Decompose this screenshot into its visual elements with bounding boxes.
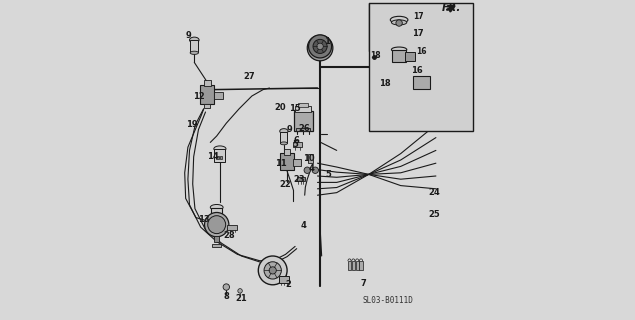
Ellipse shape <box>189 37 199 43</box>
Bar <box>413 76 431 89</box>
Bar <box>295 106 311 112</box>
Circle shape <box>307 35 333 61</box>
Bar <box>298 103 308 107</box>
Text: 21: 21 <box>236 294 247 303</box>
Bar <box>359 261 363 270</box>
Text: 28: 28 <box>224 231 236 240</box>
Text: 24: 24 <box>429 188 440 197</box>
Circle shape <box>238 289 243 293</box>
Bar <box>213 92 223 99</box>
Text: 18: 18 <box>370 51 381 60</box>
Text: SL03-B0111D: SL03-B0111D <box>363 296 413 305</box>
Bar <box>296 128 310 131</box>
Bar <box>369 3 472 131</box>
Circle shape <box>396 20 403 26</box>
Bar <box>215 149 225 162</box>
Ellipse shape <box>391 20 407 25</box>
Bar <box>190 40 199 52</box>
Text: 19: 19 <box>186 120 198 129</box>
Text: 5: 5 <box>326 170 331 179</box>
Text: 14: 14 <box>206 152 218 161</box>
Text: 10: 10 <box>303 154 314 163</box>
Bar <box>212 244 221 247</box>
Bar <box>348 261 351 270</box>
Text: 8: 8 <box>224 292 229 301</box>
Text: 4: 4 <box>309 164 314 172</box>
Bar <box>293 142 302 147</box>
Ellipse shape <box>190 51 199 54</box>
Text: 25: 25 <box>429 210 440 219</box>
Text: 17: 17 <box>413 12 424 21</box>
Text: 9: 9 <box>186 31 192 40</box>
Text: 4: 4 <box>300 221 306 230</box>
Text: 18: 18 <box>380 79 391 88</box>
Bar <box>204 104 210 108</box>
Bar <box>214 236 219 242</box>
Text: 11: 11 <box>275 159 287 168</box>
Bar <box>280 153 294 171</box>
Bar <box>308 154 312 163</box>
Bar <box>281 132 288 143</box>
Text: FR.: FR. <box>441 3 461 13</box>
Text: 23: 23 <box>293 175 305 184</box>
Bar <box>405 52 415 61</box>
Circle shape <box>208 216 225 234</box>
Text: 26: 26 <box>298 124 311 133</box>
Text: 7: 7 <box>361 279 366 288</box>
Text: 2: 2 <box>285 280 291 289</box>
Text: 20: 20 <box>274 103 286 112</box>
Bar <box>227 225 237 230</box>
Text: 9: 9 <box>286 125 292 134</box>
Bar <box>352 261 355 270</box>
Circle shape <box>223 284 229 290</box>
Circle shape <box>264 262 281 279</box>
Bar <box>293 111 312 131</box>
Bar <box>211 208 222 221</box>
Circle shape <box>313 39 327 53</box>
Bar <box>204 80 211 86</box>
Text: 17: 17 <box>413 29 424 38</box>
Circle shape <box>312 167 319 173</box>
Bar <box>279 276 289 283</box>
Ellipse shape <box>210 204 223 210</box>
Ellipse shape <box>281 142 288 145</box>
Text: 27: 27 <box>243 72 255 81</box>
Bar <box>284 149 290 155</box>
Bar <box>392 50 406 62</box>
Ellipse shape <box>391 47 407 52</box>
Circle shape <box>204 212 229 237</box>
Text: 12: 12 <box>192 92 204 100</box>
Text: 22: 22 <box>279 180 291 188</box>
Ellipse shape <box>214 146 226 152</box>
Text: 13: 13 <box>198 215 210 224</box>
Circle shape <box>304 167 311 173</box>
Text: 5: 5 <box>293 140 298 149</box>
Circle shape <box>317 43 323 50</box>
Ellipse shape <box>391 16 408 23</box>
Ellipse shape <box>280 129 288 134</box>
Bar <box>293 159 301 166</box>
Bar <box>220 156 222 159</box>
Text: 16: 16 <box>411 66 422 75</box>
Circle shape <box>258 256 287 285</box>
Bar <box>297 177 305 181</box>
Text: 16: 16 <box>416 47 427 56</box>
Text: 1: 1 <box>324 37 330 46</box>
Text: 6: 6 <box>293 136 299 145</box>
Bar <box>200 85 215 104</box>
Text: 15: 15 <box>289 104 301 113</box>
Bar <box>356 261 359 270</box>
Circle shape <box>309 35 331 58</box>
Bar <box>216 156 218 159</box>
Circle shape <box>269 267 276 274</box>
